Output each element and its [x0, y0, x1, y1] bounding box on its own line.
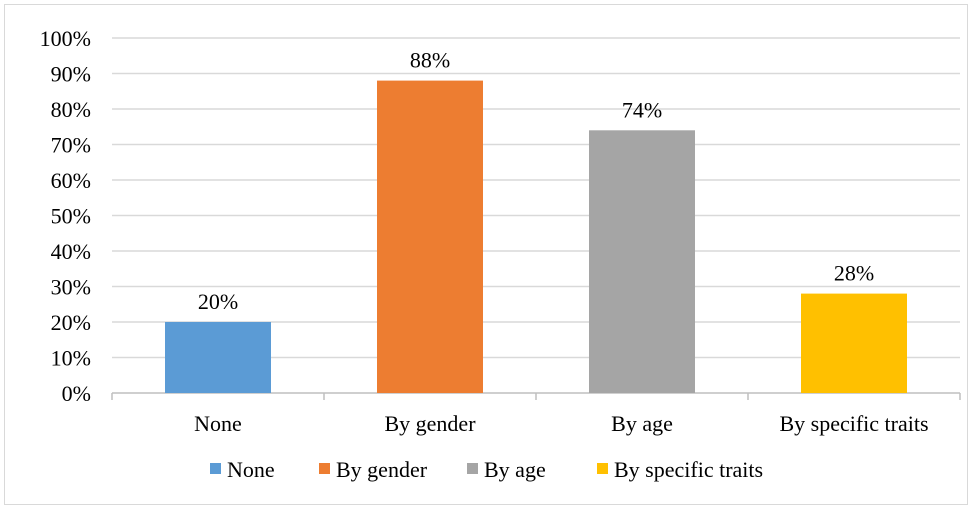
bar	[589, 130, 695, 394]
x-tick-label: None	[194, 411, 242, 436]
y-tick-label: 0%	[62, 381, 91, 406]
x-tick-label: By gender	[384, 411, 476, 436]
legend-label: By specific traits	[614, 457, 763, 482]
x-axis	[111, 392, 961, 400]
data-label: 20%	[198, 289, 238, 314]
y-tick-label: 70%	[51, 133, 91, 158]
legend-swatch	[319, 463, 330, 474]
y-tick-label: 10%	[51, 346, 91, 371]
legend: None By gender By age By specific traits	[210, 457, 763, 482]
y-tick-label: 20%	[51, 310, 91, 335]
x-tick-label: By age	[611, 411, 673, 436]
x-tick-label: By specific traits	[779, 411, 928, 436]
bar	[377, 80, 483, 393]
legend-label: None	[227, 457, 275, 482]
data-label: 28%	[834, 261, 874, 286]
y-tick-label: 80%	[51, 97, 91, 122]
x-axis-tick-labels: None By gender By age By specific traits	[194, 411, 928, 436]
legend-swatch	[597, 463, 608, 474]
y-tick-label: 40%	[51, 239, 91, 264]
legend-swatch	[467, 463, 478, 474]
data-label: 74%	[622, 97, 662, 122]
y-tick-label: 90%	[51, 62, 91, 87]
y-axis-tick-labels: 0% 10% 20% 30% 40% 50% 60% 70% 80% 90% 100%	[40, 26, 91, 406]
data-label: 88%	[410, 48, 450, 73]
legend-label: By gender	[336, 457, 428, 482]
y-tick-label: 60%	[51, 168, 91, 193]
chart-frame	[4, 4, 968, 505]
legend-swatch	[210, 463, 221, 474]
bar	[165, 322, 271, 393]
bars	[165, 80, 907, 394]
legend-label: By age	[484, 457, 546, 482]
bar	[801, 293, 907, 393]
data-labels: 20% 88% 74% 28%	[198, 48, 874, 314]
y-tick-label: 30%	[51, 275, 91, 300]
y-tick-label: 100%	[40, 26, 91, 51]
y-tick-label: 50%	[51, 204, 91, 229]
